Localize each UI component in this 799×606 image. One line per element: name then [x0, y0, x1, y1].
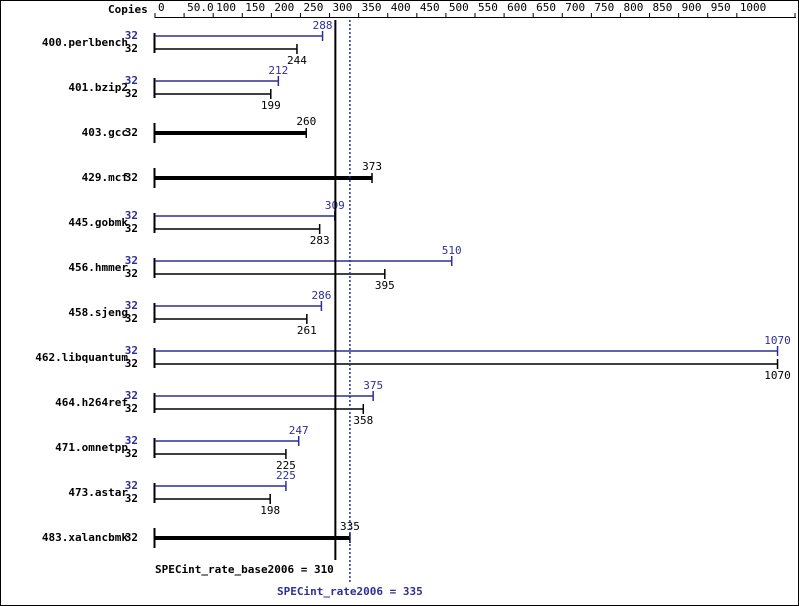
- value-label: 1070: [764, 369, 791, 382]
- bar: [155, 76, 280, 86]
- copies-label: 32: [125, 74, 138, 87]
- bar: [155, 346, 779, 356]
- x-tick-label: 700: [565, 1, 585, 14]
- bar: [155, 449, 287, 459]
- category-label: 471.omnetpp: [55, 441, 128, 454]
- bar: [155, 533, 351, 543]
- copies-label: 32: [125, 171, 138, 184]
- copies-label: 32: [125, 126, 138, 139]
- bar: [155, 44, 298, 54]
- copies-label: 32: [125, 479, 138, 492]
- x-tick-label: 800: [623, 1, 643, 14]
- x-tick-label: 400: [391, 1, 411, 14]
- bar: [155, 211, 336, 221]
- copies-label: 32: [125, 29, 138, 42]
- category-label: 458.sjeng: [68, 306, 128, 319]
- category-label: 403.gcc: [82, 126, 128, 139]
- copies-label: 32: [125, 222, 138, 235]
- x-tick-label: 100: [216, 1, 236, 14]
- x-tick-label: 850: [653, 1, 673, 14]
- x-tick-label: 550: [478, 1, 498, 14]
- x-tick-label: 150: [245, 1, 265, 14]
- x-tick-label: 450: [420, 1, 440, 14]
- category-label: 473.astar: [68, 486, 128, 499]
- value-label: 288: [313, 19, 333, 32]
- copies-label: 32: [125, 87, 138, 100]
- reference-label: SPECint_rate_base2006 = 310: [155, 563, 334, 576]
- x-tick-label: 200: [274, 1, 294, 14]
- copies-label: 32: [125, 344, 138, 357]
- bar: [155, 269, 386, 279]
- bar: [155, 256, 453, 266]
- category-label: 456.hmmer: [68, 261, 128, 274]
- x-tick-label: 350: [362, 1, 382, 14]
- value-label: 283: [310, 234, 330, 247]
- bar: [155, 173, 373, 183]
- category-label: 464.h264ref: [55, 396, 128, 409]
- x-tick-label: 900: [682, 1, 702, 14]
- value-label: 358: [353, 414, 373, 427]
- x-tick-label: 750: [594, 1, 614, 14]
- bar: [155, 481, 287, 491]
- category-label: 400.perlbench: [42, 36, 128, 49]
- value-label: 261: [297, 324, 317, 337]
- x-tick-label: 300: [333, 1, 353, 14]
- value-label: 510: [442, 244, 462, 257]
- copies-header: Copies: [108, 3, 148, 16]
- value-label: 375: [363, 379, 383, 392]
- copies-label: 32: [125, 492, 138, 505]
- value-label: 244: [287, 54, 307, 67]
- reference-label: SPECint_rate2006 = 335: [277, 585, 423, 598]
- category-label: 483.xalancbmk: [42, 531, 128, 544]
- x-tick-label: 1000: [740, 1, 767, 14]
- bar: [155, 314, 308, 324]
- x-tick-label: 0: [158, 1, 165, 14]
- bar: [155, 224, 321, 234]
- category-label: 445.gobmk: [68, 216, 128, 229]
- copies-label: 32: [125, 299, 138, 312]
- value-label: 286: [311, 289, 331, 302]
- x-tick-label: 600: [507, 1, 527, 14]
- bar: [155, 128, 308, 138]
- bar: [155, 301, 323, 311]
- value-label: 198: [260, 504, 280, 517]
- value-label: 247: [289, 424, 309, 437]
- copies-label: 32: [125, 209, 138, 222]
- category-label: 401.bzip2: [68, 81, 128, 94]
- value-label: 1070: [764, 334, 791, 347]
- bar: [155, 89, 272, 99]
- bar: [155, 404, 365, 414]
- copies-label: 32: [125, 402, 138, 415]
- bar: [155, 494, 271, 504]
- bar: [155, 436, 300, 446]
- value-label: 225: [276, 469, 296, 482]
- copies-label: 32: [125, 267, 138, 280]
- x-tick-label: 250: [303, 1, 323, 14]
- x-tick-label: 950: [711, 1, 731, 14]
- copies-label: 32: [125, 531, 138, 544]
- copies-label: 32: [125, 434, 138, 447]
- x-tick-label: 50.0: [187, 1, 214, 14]
- value-label: 260: [296, 115, 316, 128]
- bar: [155, 359, 779, 369]
- value-label: 373: [362, 160, 382, 173]
- copies-label: 32: [125, 389, 138, 402]
- value-label: 395: [375, 279, 395, 292]
- value-label: 335: [340, 520, 360, 533]
- category-label: 462.libquantum: [35, 351, 128, 364]
- copies-label: 32: [125, 357, 138, 370]
- bar: [155, 31, 324, 41]
- copies-label: 32: [125, 447, 138, 460]
- x-tick-label: 650: [536, 1, 556, 14]
- x-tick-label: 500: [449, 1, 469, 14]
- value-label: 212: [268, 64, 288, 77]
- copies-label: 32: [125, 42, 138, 55]
- value-label: 225: [276, 459, 296, 472]
- value-label: 199: [261, 99, 281, 112]
- bar: [155, 391, 374, 401]
- category-label: 429.mcf: [82, 171, 128, 184]
- copies-label: 32: [125, 312, 138, 325]
- copies-label: 32: [125, 254, 138, 267]
